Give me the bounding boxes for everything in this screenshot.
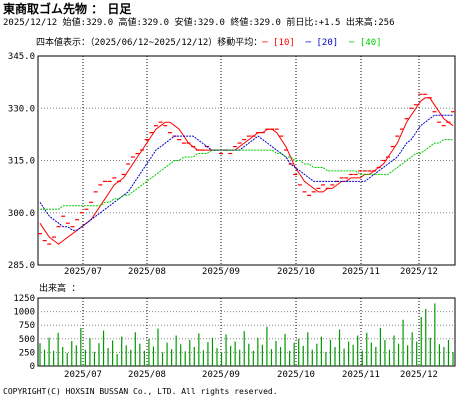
x-tick-label: 2025/11 [342, 267, 380, 277]
volume-x-tick-label: 2025/11 [342, 370, 380, 380]
volume-x-tick-label: 2025/10 [277, 370, 315, 380]
price-summary: 2025/12/12 始値:329.0 高値:329.0 安値:329.0 終値… [3, 18, 395, 28]
legend-prefix: 四本値表示：（2025/06/12~2025/12/12）移動平均： [36, 38, 263, 48]
x-tick-label: 2025/07 [64, 267, 102, 277]
volume-y-tick-label: 750 [19, 321, 35, 331]
ma10-line [39, 97, 454, 245]
chart-title: 東商取ゴム先物 ： 日足 [3, 2, 132, 16]
volume-plot-frame [37, 297, 456, 367]
volume-panel-title: 出来高 ： [39, 284, 81, 294]
y-tick-label: 345.0 [8, 52, 35, 62]
volume-y-tick-label: 250 [19, 348, 35, 358]
legend: 四本値表示：（2025/06/12~2025/12/12）移動平均：─ [10]… [36, 39, 382, 48]
legend-ma40-label: [40] [359, 38, 382, 48]
legend-ma10-label: [10] [273, 38, 295, 48]
y-tick-label: 300.0 [8, 209, 35, 219]
y-tick-label: 285.0 [8, 261, 35, 271]
legend-ma40: ─ [40] [349, 38, 382, 48]
copyright-text: COPYRIGHT(C) HOXSIN BUSSAN Co., LTD. All… [3, 387, 278, 396]
volume-y-tick-label: 1000 [13, 308, 35, 318]
volume-y-tick-label: 1250 [13, 294, 35, 304]
legend-ma20: ─ [20] [305, 38, 339, 48]
legend-ma20-label: [20] [316, 38, 339, 48]
volume-y-tick-label: 0 [30, 362, 35, 372]
volume-x-tick-label: 2025/08 [128, 370, 166, 380]
legend-ma10: ─ [10] [262, 38, 295, 48]
volume-x-tick-label: 2025/07 [64, 370, 102, 380]
y-tick-label: 315.0 [8, 157, 35, 167]
x-tick-label: 2025/09 [202, 267, 240, 277]
volume-x-tick-label: 2025/09 [202, 370, 240, 380]
y-tick-label: 330.0 [8, 104, 35, 114]
x-tick-label: 2025/10 [277, 267, 315, 277]
x-tick-label: 2025/08 [128, 267, 166, 277]
x-tick-label: 2025/12 [400, 267, 438, 277]
ma20-line [39, 114, 453, 231]
volume-y-tick-label: 500 [19, 335, 35, 345]
ma40-line [40, 139, 453, 210]
volume-x-tick-label: 2025/12 [400, 370, 438, 380]
